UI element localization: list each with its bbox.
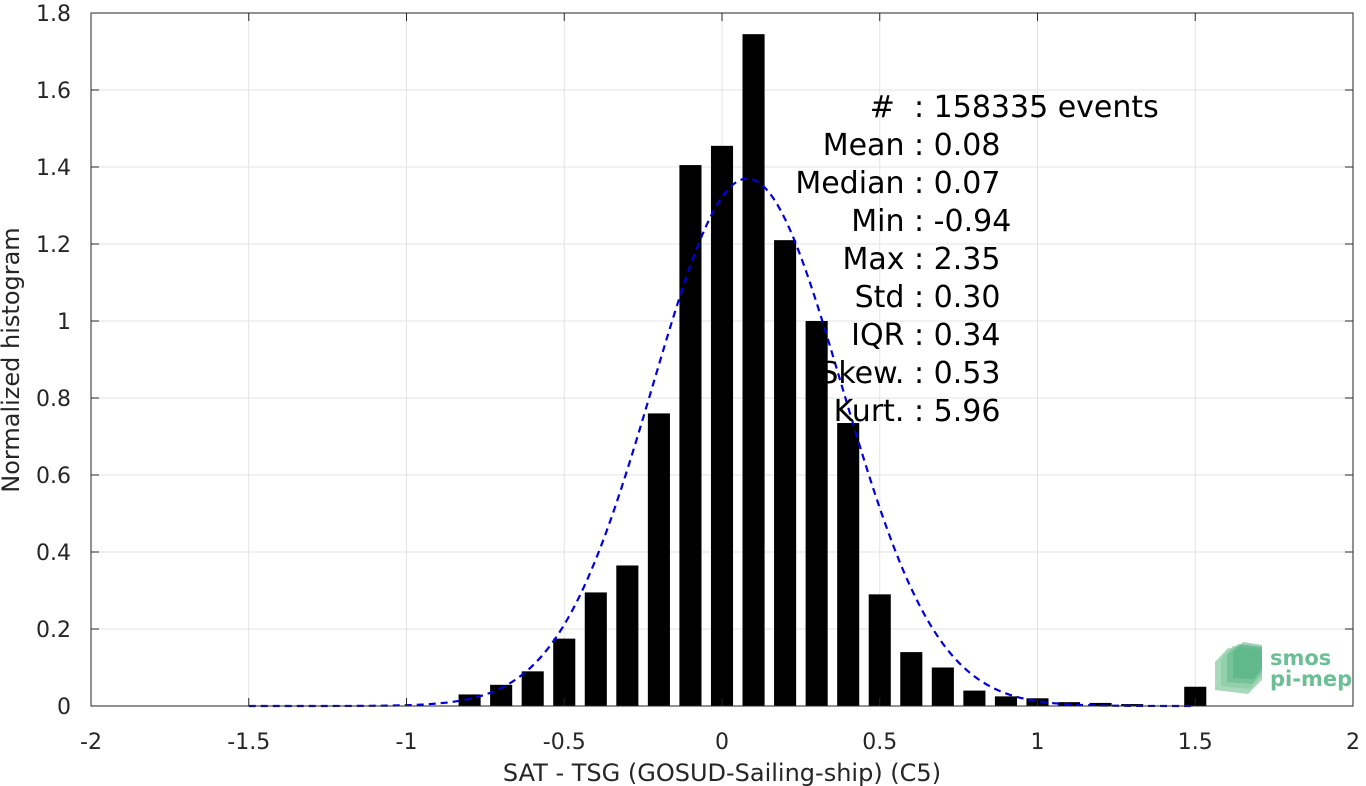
y-tick-label: 1.8 (36, 2, 71, 27)
x-tick-label: 2 (1346, 730, 1360, 755)
y-tick-label: 0.2 (36, 618, 71, 643)
y-tick-label: 0.6 (36, 464, 71, 489)
y-tick-label: 0 (57, 695, 71, 720)
histogram-bar (900, 652, 923, 706)
histogram-bar (868, 594, 891, 706)
stat-separator: : (914, 318, 934, 353)
stat-value: : -0.94 (914, 204, 1011, 239)
histogram-bar (458, 694, 481, 706)
stat-label: Median (795, 166, 914, 201)
y-axis-label: Normalized histogram (0, 227, 25, 492)
x-tick-label: -0.5 (543, 730, 586, 755)
x-tick-label: 0 (715, 730, 729, 755)
histogram-bar (584, 592, 607, 706)
stat-value: : 0.53 (914, 356, 1000, 391)
histogram-bar (710, 145, 734, 706)
stat-separator: : (914, 204, 934, 239)
histogram-bar (679, 165, 702, 706)
stat-number: 0.30 (934, 280, 1001, 315)
stat-separator: : (914, 394, 934, 429)
x-tick-label: -1 (396, 730, 418, 755)
logo-text-pimep: pi-mep (1270, 667, 1352, 691)
stat-label: Min (851, 204, 914, 239)
stat-number: -0.94 (934, 204, 1012, 239)
stat-value: : 0.07 (914, 166, 1000, 201)
stat-label: Skew. (819, 356, 914, 391)
stat-value: : 2.35 (914, 242, 1000, 277)
histogram-bar (521, 671, 544, 706)
histogram-bar (490, 684, 513, 706)
stat-value: : 158335 events (914, 90, 1159, 125)
y-tick-labels: 0 0.2 0.4 0.6 0.8 1 1.2 1.4 1.6 1.8 (36, 2, 71, 720)
histogram-bar (1184, 686, 1207, 706)
stat-value: : 0.34 (914, 318, 1000, 353)
axis-ticks (90, 12, 1354, 707)
stat-label: Mean (823, 128, 914, 163)
smos-pimep-logo: smos pi-mep (1215, 642, 1352, 694)
stat-label: IQR (851, 318, 914, 353)
stat-number: 0.34 (934, 318, 1001, 353)
stat-number: 2.35 (934, 242, 1001, 277)
x-tick-label: -1.5 (227, 730, 270, 755)
stat-value: : 0.30 (914, 280, 1000, 315)
stat-separator: : (914, 356, 934, 391)
stat-number: 0.08 (934, 128, 1001, 163)
y-tick-label: 0.8 (36, 387, 71, 412)
histogram-bar (805, 321, 828, 706)
stat-number: 5.96 (934, 394, 1001, 429)
stat-separator: : (914, 166, 934, 201)
histogram-bar (647, 413, 670, 706)
x-tick-label: 1.5 (1178, 730, 1213, 755)
histogram-bar (774, 240, 797, 706)
stat-label: Std (855, 280, 914, 315)
x-tick-label: 1 (1031, 730, 1045, 755)
y-tick-label: 1.4 (36, 156, 71, 181)
stat-label: # (870, 90, 914, 125)
histogram-bar (1121, 704, 1144, 706)
stat-separator: : (914, 280, 934, 315)
stat-number: 0.07 (934, 166, 1001, 201)
stat-label: Max (842, 242, 914, 277)
x-tick-label: -2 (80, 730, 102, 755)
stat-value: : 5.96 (914, 394, 1000, 429)
stat-value: : 0.08 (914, 128, 1000, 163)
histogram-bar (553, 638, 576, 706)
histogram-bar (837, 423, 860, 706)
x-axis-label: SAT - TSG (GOSUD-Sailing-ship) (C5) (503, 759, 941, 786)
stat-separator: : (914, 90, 934, 125)
histogram-bars (458, 34, 1207, 707)
x-tick-labels: -2 -1.5 -1 -0.5 0 0.5 1 1.5 2 (80, 730, 1360, 755)
logo-emblem-icon (1215, 642, 1262, 694)
stat-number: 0.53 (934, 356, 1001, 391)
logo-text-smos: smos (1270, 646, 1331, 670)
y-tick-label: 1.6 (36, 79, 71, 104)
stat-separator: : (914, 242, 934, 277)
stat-separator: : (914, 128, 934, 163)
histogram-bar (931, 667, 954, 706)
histogram-bar (994, 696, 1017, 706)
y-tick-label: 0.4 (36, 541, 71, 566)
y-tick-label: 1 (57, 310, 71, 335)
stat-label: Kurt. (834, 394, 914, 429)
histogram-bar (616, 565, 639, 706)
histogram-bar (742, 34, 765, 707)
stat-number: 158335 events (934, 90, 1159, 125)
y-tick-label: 1.2 (36, 233, 71, 258)
x-tick-label: 0.5 (862, 730, 897, 755)
histogram-bar (963, 690, 986, 706)
